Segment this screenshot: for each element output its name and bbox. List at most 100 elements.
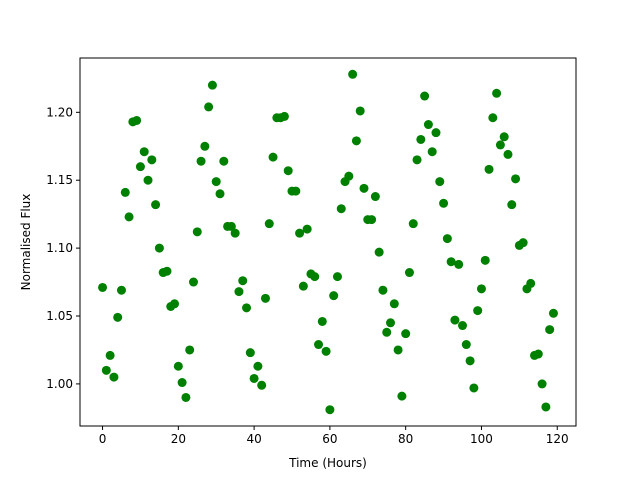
point	[382, 327, 392, 337]
x-tick-label: 100	[470, 432, 493, 446]
y-tick-label: 1.15	[46, 173, 73, 187]
point	[537, 379, 547, 389]
point	[314, 340, 324, 350]
point	[484, 164, 494, 174]
point	[260, 293, 270, 303]
point	[215, 189, 225, 199]
point	[469, 383, 479, 393]
point	[329, 291, 339, 301]
point	[249, 373, 259, 383]
point	[245, 348, 255, 358]
point	[541, 402, 551, 412]
point	[181, 392, 191, 402]
point	[325, 405, 335, 415]
point	[298, 281, 308, 291]
point	[177, 378, 187, 388]
point	[545, 325, 555, 335]
plot-frame	[79, 57, 577, 427]
point	[321, 346, 331, 356]
point	[393, 345, 403, 355]
point	[386, 318, 396, 328]
point	[101, 365, 111, 375]
point	[185, 345, 195, 355]
point	[238, 276, 248, 286]
point	[264, 219, 274, 229]
point	[351, 136, 361, 146]
point	[476, 284, 486, 294]
point	[242, 303, 252, 313]
y-tick-label: 1.00	[46, 377, 73, 391]
point	[431, 128, 441, 138]
y-axis-label: Normalised Flux	[19, 194, 33, 291]
point	[234, 287, 244, 297]
point	[454, 259, 464, 269]
point	[507, 200, 517, 210]
point	[526, 278, 536, 288]
point	[230, 228, 240, 238]
x-tick-label: 80	[398, 432, 413, 446]
point	[253, 361, 263, 371]
point	[332, 272, 342, 282]
point	[416, 134, 426, 144]
point	[344, 171, 354, 181]
point	[423, 120, 433, 130]
point	[226, 221, 236, 231]
point	[495, 140, 505, 150]
point	[435, 177, 445, 187]
point	[257, 380, 267, 390]
point	[200, 141, 210, 151]
x-tick-label: 40	[246, 432, 261, 446]
point	[427, 147, 437, 157]
point	[336, 204, 346, 214]
point	[268, 152, 278, 162]
point	[465, 356, 475, 366]
point	[442, 234, 452, 244]
point	[401, 329, 411, 339]
y-tick-label: 1.10	[46, 241, 73, 255]
x-tick-label: 60	[322, 432, 337, 446]
point	[389, 299, 399, 309]
point	[367, 215, 377, 225]
point	[109, 372, 119, 382]
point	[439, 198, 449, 208]
point	[473, 306, 483, 316]
point	[446, 257, 456, 267]
point	[283, 166, 293, 176]
point	[120, 187, 130, 197]
point	[404, 268, 414, 278]
point	[488, 113, 498, 123]
point	[450, 315, 460, 325]
point	[279, 111, 289, 121]
point	[359, 183, 369, 193]
point	[116, 285, 126, 295]
x-tick-label: 120	[546, 432, 569, 446]
point	[151, 200, 161, 210]
point	[533, 349, 543, 359]
point	[219, 156, 229, 166]
point	[412, 155, 422, 165]
point	[348, 69, 358, 79]
point	[548, 308, 558, 318]
point	[302, 224, 312, 234]
point	[458, 321, 468, 331]
point	[132, 115, 142, 125]
point	[310, 272, 320, 282]
point	[317, 316, 327, 326]
point	[518, 238, 528, 248]
point	[143, 175, 153, 185]
point	[492, 88, 502, 98]
point	[188, 277, 198, 287]
point	[170, 299, 180, 309]
point	[461, 340, 471, 350]
point	[499, 132, 509, 142]
point	[139, 147, 149, 157]
point	[480, 255, 490, 265]
point	[408, 219, 418, 229]
point	[374, 247, 384, 257]
point	[154, 243, 164, 253]
point	[98, 282, 108, 292]
x-tick-label: 0	[99, 432, 107, 446]
point	[207, 80, 217, 90]
point	[105, 350, 115, 360]
